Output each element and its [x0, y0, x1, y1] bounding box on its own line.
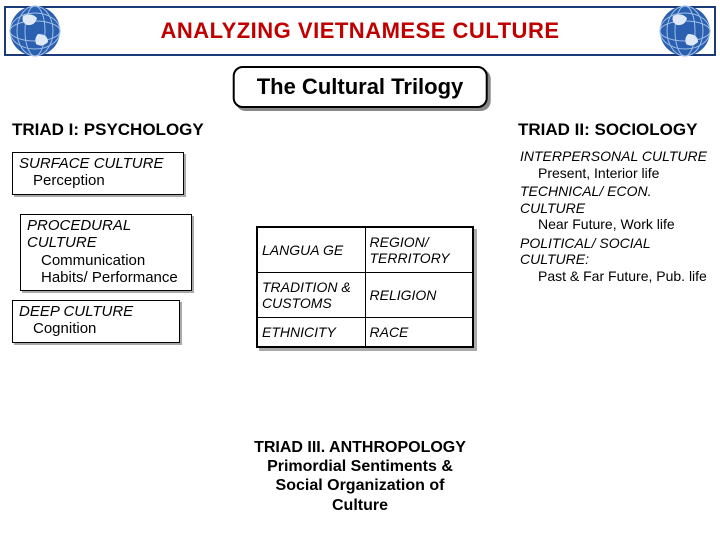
triad2-item-0: INTERPERSONAL CULTURE Present, Interior … — [520, 148, 716, 181]
center-row-0: LANGUA GE REGION/ TERRITORY — [258, 228, 472, 273]
cell-language: LANGUA GE — [258, 228, 366, 272]
box-deep-culture: DEEP CULTURE Cognition — [12, 300, 180, 343]
procedural-label: PROCEDURAL CULTURE — [27, 217, 131, 251]
triad3-line3: Social Organization of — [200, 476, 520, 495]
triad3-line1: TRIAD III. ANTHROPOLOGY — [200, 438, 520, 457]
subtitle-text: The Cultural Trilogy — [257, 74, 464, 99]
triad3-block: TRIAD III. ANTHROPOLOGY Primordial Senti… — [200, 438, 520, 515]
header-title: ANALYZING VIETNAMESE CULTURE — [160, 18, 559, 44]
triad2-item-0-bd: Present, Interior life — [520, 165, 716, 182]
triad2-item-1-bd: Near Future, Work life — [520, 216, 716, 233]
globe-icon-right — [658, 4, 712, 58]
procedural-sub: Communication Habits/ Performance — [27, 252, 185, 287]
triad2-item-2-bd: Past & Far Future, Pub. life — [520, 268, 716, 285]
globe-icon-left — [8, 4, 62, 58]
triad1-title: TRIAD I: PSYCHOLOGY — [12, 120, 204, 140]
header-bar: ANALYZING VIETNAMESE CULTURE — [4, 6, 716, 56]
center-row-2: ETHNICITY RACE — [258, 318, 472, 346]
subtitle-box: The Cultural Trilogy — [233, 66, 488, 108]
center-row-1: TRADITION & CUSTOMS RELIGION — [258, 273, 472, 318]
triad2-item-1: TECHNICAL/ ECON. CULTURE Near Future, Wo… — [520, 183, 716, 233]
cell-race: RACE — [366, 318, 473, 346]
triad3-line4: Culture — [200, 496, 520, 515]
box-surface-culture: SURFACE CULTURE Perception — [12, 152, 184, 195]
cell-religion: RELIGION — [366, 273, 473, 317]
triad2-title: TRIAD II: SOCIOLOGY — [518, 120, 718, 140]
deep-sub: Cognition — [19, 320, 173, 337]
cell-region: REGION/ TERRITORY — [366, 228, 473, 272]
triad2-item-1-hd: TECHNICAL/ ECON. CULTURE — [520, 183, 651, 216]
box-procedural-culture: PROCEDURAL CULTURE Communication Habits/… — [20, 214, 192, 291]
triad2-column: INTERPERSONAL CULTURE Present, Interior … — [520, 148, 716, 286]
center-grid: LANGUA GE REGION/ TERRITORY TRADITION & … — [256, 226, 474, 348]
cell-ethnicity: ETHNICITY — [258, 318, 366, 346]
surface-label: SURFACE CULTURE — [19, 155, 163, 172]
deep-label: DEEP CULTURE — [19, 303, 133, 320]
cell-tradition: TRADITION & CUSTOMS — [258, 273, 366, 317]
triad2-item-0-hd: INTERPERSONAL CULTURE — [520, 148, 707, 164]
surface-sub: Perception — [19, 172, 177, 189]
triad2-item-2: POLITICAL/ SOCIAL CULTURE: Past & Far Fu… — [520, 235, 716, 285]
triad2-item-2-hd: POLITICAL/ SOCIAL CULTURE: — [520, 235, 650, 268]
triad3-line2: Primordial Sentiments & — [200, 457, 520, 476]
